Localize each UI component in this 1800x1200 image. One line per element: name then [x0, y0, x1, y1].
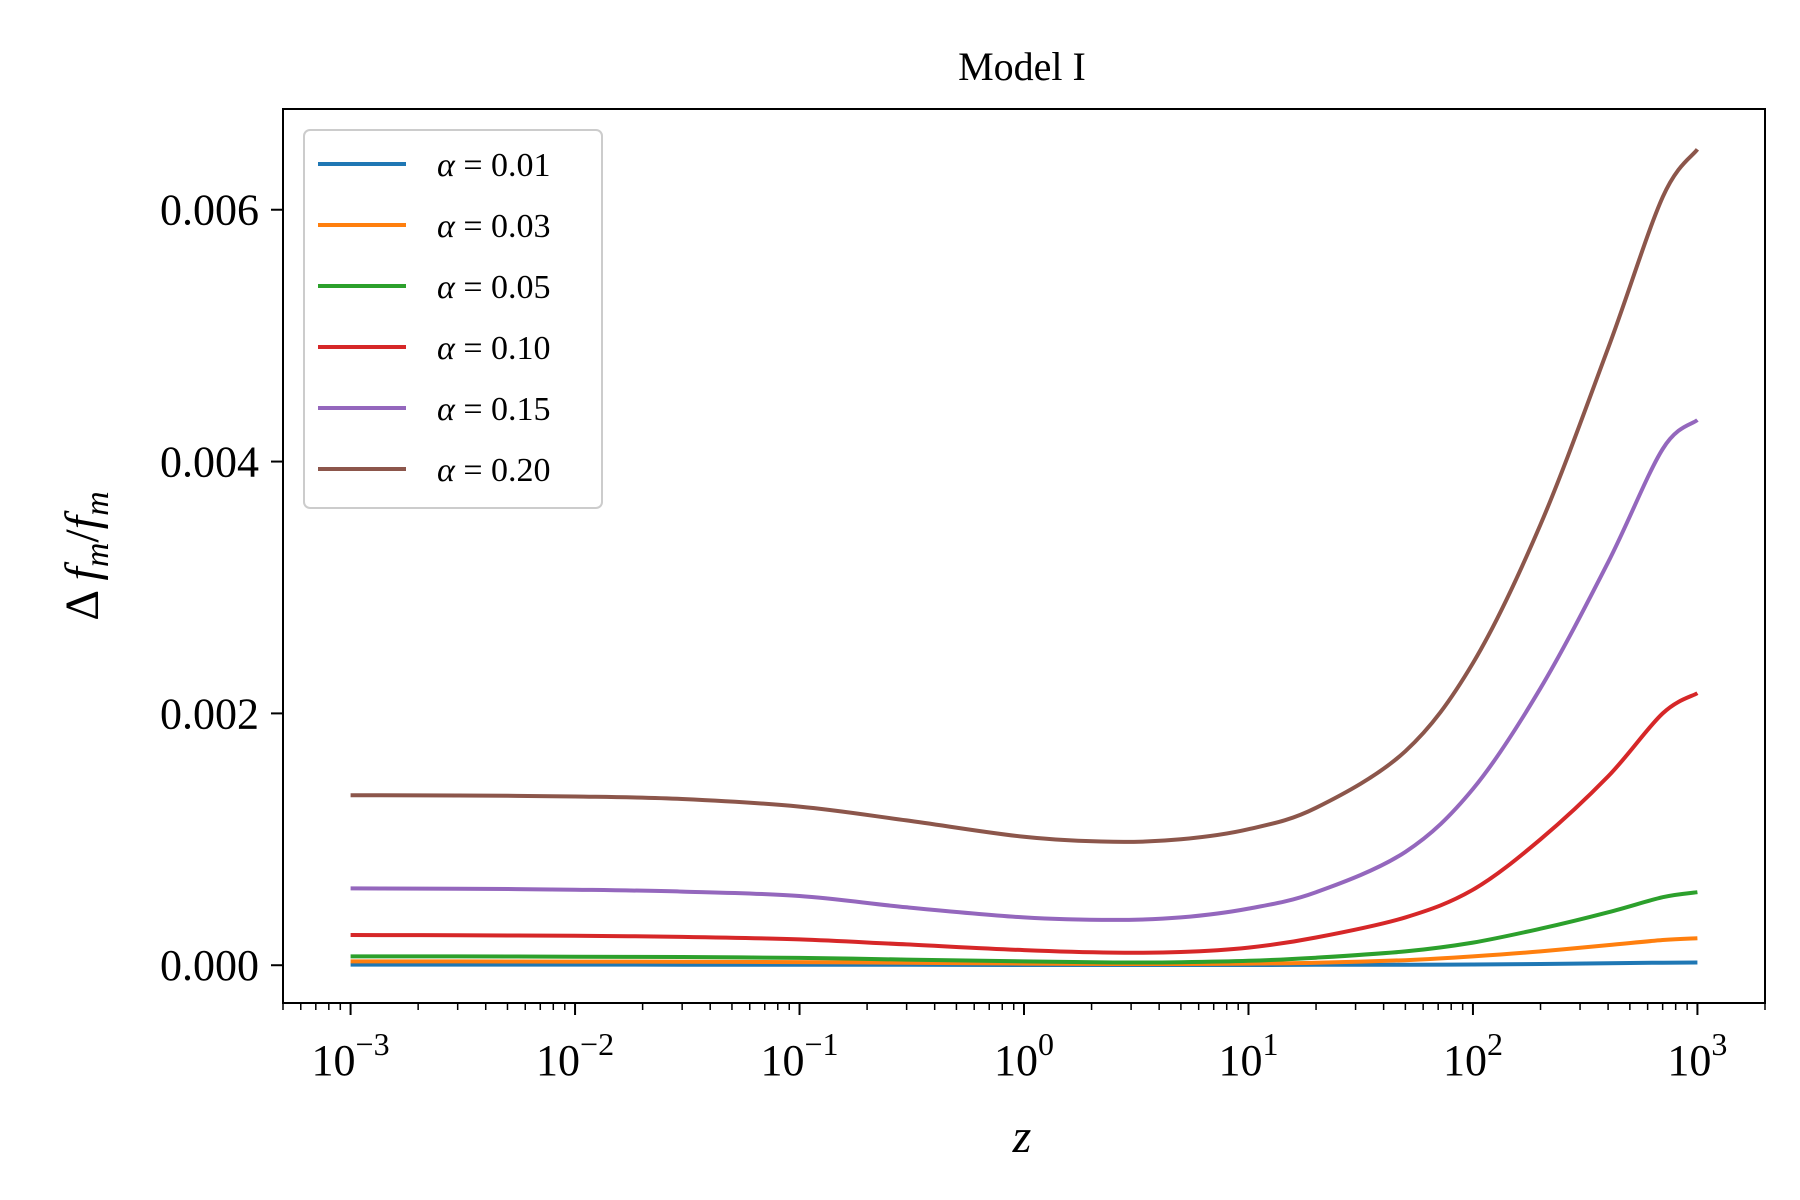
- series-line-4: [350, 418, 1699, 922]
- series-lines: [350, 148, 1700, 968]
- legend-label-3: α = 0.10: [437, 330, 551, 367]
- x-tick-label: 10−1: [761, 1026, 839, 1085]
- legend-label-4: α = 0.15: [437, 391, 551, 428]
- legend-label-5: α = 0.20: [437, 452, 551, 489]
- y-tick-label: 0.002: [160, 689, 259, 738]
- x-axis: 10−3 10−2 10−1 100 101 102 103: [282, 1003, 1766, 1085]
- y-axis-label: Δ fm/fm: [56, 491, 116, 620]
- legend-label-1: α = 0.03: [437, 208, 551, 245]
- y-tick-label: 0.004: [160, 438, 259, 487]
- y-tick-label: 0.000: [160, 941, 259, 990]
- series-line-3: [350, 691, 1699, 955]
- x-tick-label: 103: [1667, 1026, 1727, 1085]
- y-tick-label: 0.006: [160, 186, 259, 235]
- legend-label-2: α = 0.05: [437, 269, 551, 306]
- x-tick-label: 102: [1443, 1026, 1503, 1085]
- x-tick-label: 101: [1218, 1026, 1278, 1085]
- svg-text:Δ fm/fm: Δ fm/fm: [56, 491, 116, 620]
- y-axis-label-text: Δ: [56, 591, 109, 621]
- chart-title: Model I: [958, 44, 1086, 89]
- x-tick-label: 10−2: [536, 1026, 614, 1085]
- legend: α = 0.01 α = 0.03 α = 0.05 α = 0.10 α = 0.15…: [303, 129, 603, 509]
- y-axis: 0.000 0.002 0.004 0.006: [160, 186, 283, 990]
- series-line-5: [350, 148, 1700, 844]
- legend-label-0: α = 0.01: [437, 147, 551, 184]
- series-line-2: [350, 890, 1698, 965]
- x-tick-label: 10−3: [312, 1026, 390, 1085]
- x-axis-label: z: [1012, 1110, 1032, 1163]
- x-tick-label: 100: [994, 1026, 1054, 1085]
